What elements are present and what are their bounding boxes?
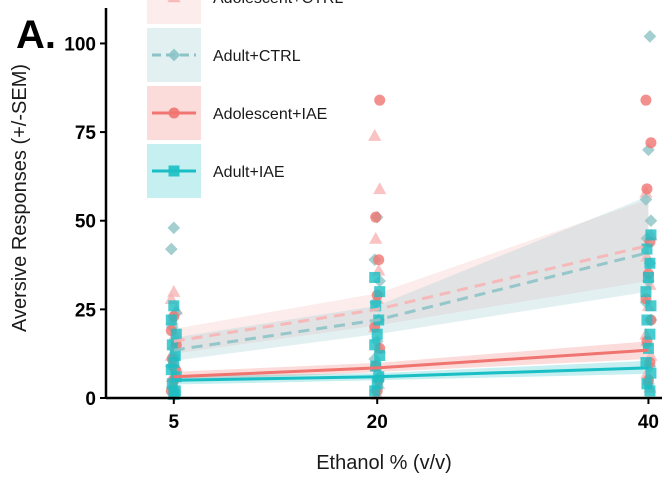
- data-point-adult-iae: [644, 328, 656, 340]
- legend-key-marker: [167, 48, 181, 62]
- data-point-adult-iae: [370, 300, 382, 312]
- data-point-adult-iae: [166, 339, 178, 351]
- data-point-adult-iae: [640, 357, 652, 369]
- legend-label: Adult+IAE: [213, 164, 285, 181]
- data-point-adult-iae: [166, 378, 178, 390]
- data-point-adult-ctrl: [164, 242, 178, 256]
- panel-label: A.: [16, 13, 56, 57]
- y-tick-label: 50: [75, 212, 96, 233]
- data-point-adult-ctrl: [644, 214, 658, 228]
- data-point-adult-iae: [168, 357, 180, 369]
- confidence-band-adolescent-ctrl: [173, 199, 649, 354]
- data-point-adult-iae: [169, 349, 181, 361]
- legend-key-marker: [167, 0, 181, 3]
- data-point-adolescent-iae: [641, 183, 653, 195]
- data-point-adult-iae: [644, 257, 656, 269]
- x-tick-label: 20: [367, 412, 388, 433]
- axes: 0 25 50 75 100 5 20 40: [64, 8, 662, 433]
- legend-key-marker: [168, 165, 180, 177]
- fit-line-adult-iae: [173, 366, 649, 382]
- data-point-adolescent-ctrl: [368, 129, 382, 141]
- data-point-adolescent-iae: [374, 94, 386, 106]
- y-ticks: 0 25 50 75 100: [64, 34, 106, 410]
- plot-area: [164, 30, 658, 401]
- data-point-adolescent-iae: [373, 254, 385, 266]
- y-tick-label: 100: [64, 34, 96, 55]
- data-point-adult-iae: [641, 314, 653, 326]
- data-point-adult-iae: [641, 378, 653, 390]
- fit-line-adolescent-iae: [173, 348, 649, 379]
- data-point-adult-iae: [644, 385, 656, 397]
- y-tick-label: 25: [75, 300, 97, 321]
- data-point-adult-iae: [371, 328, 383, 340]
- data-point-adolescent-iae: [370, 211, 382, 223]
- legend-item-adult-ctrl: Adult+CTRL: [147, 28, 301, 82]
- data-point-adult-iae: [369, 271, 381, 283]
- data-point-adult-iae: [371, 378, 383, 390]
- data-point-adolescent-ctrl: [369, 231, 383, 244]
- legend: Adolescent+CTRL Adult+CTRL Adolescent+IAE A…: [147, 0, 343, 198]
- x-tick-label: 40: [638, 412, 659, 433]
- legend-item-adolescent-iae: Adolescent+IAE: [147, 86, 327, 140]
- legend-item-adult-iae: Adult+IAE: [147, 144, 285, 198]
- data-point-adult-ctrl: [167, 221, 181, 235]
- data-point-adult-iae: [642, 342, 654, 354]
- data-point-adult-iae: [645, 367, 657, 379]
- legend-item-adolescent-ctrl: Adolescent+CTRL: [147, 0, 343, 24]
- data-point-adult-ctrl: [639, 193, 653, 206]
- data-point-adult-iae: [374, 286, 386, 298]
- data-point-adult-iae: [168, 388, 180, 400]
- data-point-adult-iae: [369, 339, 381, 351]
- data-point-adult-iae: [165, 364, 177, 376]
- data-point-adolescent-iae: [645, 137, 657, 149]
- y-axis-title: Aversive Responses (+/-SEM): [9, 64, 31, 332]
- data-point-adult-iae: [645, 300, 657, 312]
- data-point-adult-iae: [369, 385, 381, 397]
- data-point-adolescent-ctrl: [373, 182, 387, 195]
- data-point-adolescent-iae: [640, 94, 652, 106]
- data-point-adult-iae: [168, 300, 180, 312]
- data-point-adult-iae: [170, 328, 182, 340]
- x-ticks: 5 20 40: [169, 398, 659, 433]
- y-tick-label: 0: [85, 389, 96, 410]
- x-tick-label: 5: [169, 412, 180, 433]
- data-point-adult-iae: [641, 243, 653, 255]
- data-point-adult-iae: [640, 286, 652, 298]
- fit-line-adolescent-ctrl: [173, 244, 649, 343]
- legend-key-marker: [168, 107, 180, 119]
- data-point-adult-ctrl: [643, 30, 657, 43]
- data-point-adult-iae: [642, 271, 654, 283]
- data-point-adult-iae: [370, 360, 382, 372]
- legend-label: Adult+CTRL: [213, 48, 301, 65]
- y-tick-label: 75: [75, 123, 97, 144]
- legend-label: Adolescent+IAE: [213, 106, 327, 123]
- legend-key-background: [147, 0, 201, 24]
- data-point-adult-iae: [165, 314, 177, 326]
- fit-line-adult-ctrl: [173, 251, 649, 352]
- data-point-adolescent-ctrl: [167, 285, 181, 297]
- data-point-adult-iae: [645, 229, 657, 241]
- data-point-adult-ctrl: [642, 143, 655, 157]
- x-axis-title: Ethanol % (v/v): [316, 452, 452, 474]
- confidence-band-adult-ctrl: [173, 195, 649, 361]
- legend-label: Adolescent+CTRL: [213, 0, 343, 7]
- data-point-adult-iae: [374, 349, 386, 361]
